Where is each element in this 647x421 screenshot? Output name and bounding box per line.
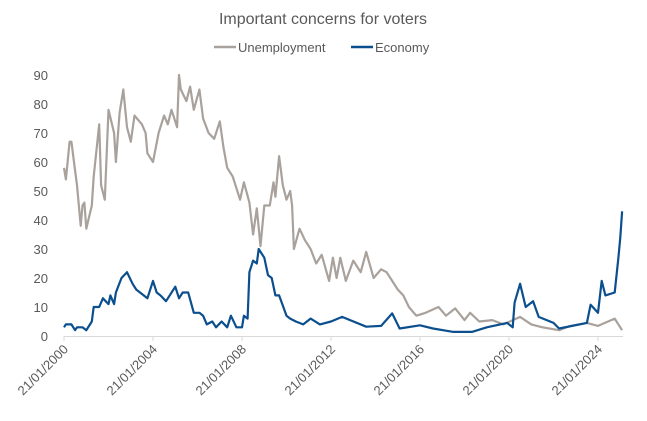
x-tick-label: 21/01/2024 [548,342,605,399]
legend-label-economy: Economy [375,40,430,55]
x-axis: 21/01/2000 21/01/2004 21/01/2008 21/01/2012… [14,336,623,398]
y-tick-label: 50 [34,184,48,199]
x-tick-label: 21/01/2016 [370,342,427,399]
x-tick-label: 21/01/2012 [281,342,338,399]
x-tick-label: 21/01/2008 [192,342,249,399]
y-tick-label: 60 [34,155,48,170]
y-tick-label: 80 [34,97,48,112]
plot-area [62,73,624,333]
y-tick-label: 0 [41,329,48,344]
y-tick-label: 20 [34,271,48,286]
x-tick-label: 21/01/2004 [103,342,160,399]
series-line-unemployment [62,73,624,332]
y-tick-label: 90 [34,68,48,83]
x-tick-label: 21/01/2000 [14,342,71,399]
y-tick-label: 30 [34,242,48,257]
y-axis: 0 10 20 30 40 50 60 70 80 90 [34,68,48,344]
x-tick-label: 21/01/2020 [459,342,516,399]
legend: Unemployment Economy [214,40,430,55]
y-tick-label: 40 [34,213,48,228]
y-tick-label: 10 [34,300,48,315]
series-line-economy [63,211,624,333]
y-tick-label: 70 [34,126,48,141]
chart-title: Important concerns for voters [219,11,427,28]
legend-label-unemployment: Unemployment [238,40,326,55]
